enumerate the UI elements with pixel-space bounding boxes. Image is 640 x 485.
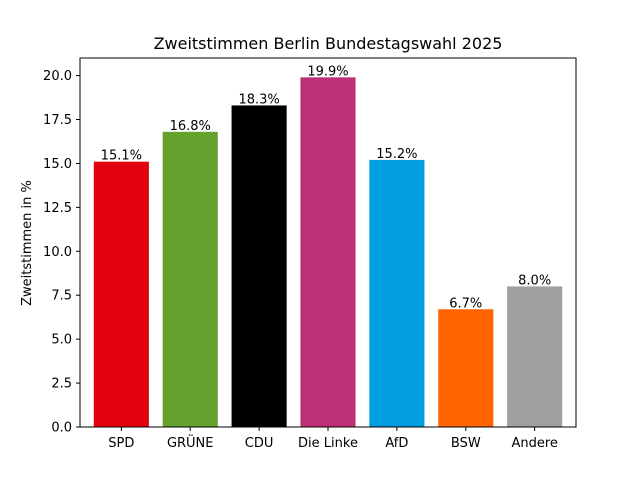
y-tick-label: 20.0 xyxy=(43,69,72,84)
bar-value-label: 6.7% xyxy=(449,296,482,311)
x-axis-ticks: SPD GRÜNE CDU Die Linke AfD BSW Andere xyxy=(108,427,558,451)
x-tick-label: BSW xyxy=(451,436,481,451)
y-tick-label: 17.5 xyxy=(43,113,72,128)
x-tick-label: Die Linke xyxy=(298,436,358,451)
bar-value-label: 8.0% xyxy=(518,273,551,288)
x-tick-label: GRÜNE xyxy=(167,434,214,451)
y-tick-label: 2.5 xyxy=(51,377,72,392)
x-tick-label: Andere xyxy=(511,436,557,451)
bar-value-label: 19.9% xyxy=(307,64,348,79)
bar xyxy=(507,286,563,427)
bar xyxy=(369,159,425,427)
x-tick-label: AfD xyxy=(385,436,408,451)
bar-value-label: 18.3% xyxy=(238,92,279,107)
y-tick-label: 15.0 xyxy=(43,157,72,172)
x-tick-label: CDU xyxy=(245,436,274,451)
bar xyxy=(162,131,218,428)
bar xyxy=(231,105,287,427)
y-axis-label: Zweitstimmen in % xyxy=(20,180,35,306)
x-tick-label: SPD xyxy=(108,436,134,451)
y-tick-label: 7.5 xyxy=(51,289,72,304)
bars-layer xyxy=(93,77,563,428)
chart-title: Zweitstimmen Berlin Bundestagswahl 2025 xyxy=(154,34,503,53)
y-tick-label: 0.0 xyxy=(51,421,72,436)
bar xyxy=(438,309,494,427)
bar-value-label: 16.8% xyxy=(170,119,211,134)
bar-value-label: 15.2% xyxy=(376,147,417,162)
plot-frame xyxy=(79,57,577,428)
bar-value-label: 15.1% xyxy=(101,149,142,164)
y-axis-ticks: 0.0 2.5 5.0 7.5 10.0 12.5 15.0 17.5 20.0 xyxy=(43,69,80,436)
bar xyxy=(93,161,149,428)
bar xyxy=(300,77,356,427)
y-tick-label: 12.5 xyxy=(43,201,72,216)
y-tick-label: 10.0 xyxy=(43,245,72,260)
bar-labels-layer: 15.1% 16.8% 18.3% 19.9% 15.2% 6.7% 8.0% xyxy=(101,64,552,311)
y-tick-label: 5.0 xyxy=(51,333,72,348)
